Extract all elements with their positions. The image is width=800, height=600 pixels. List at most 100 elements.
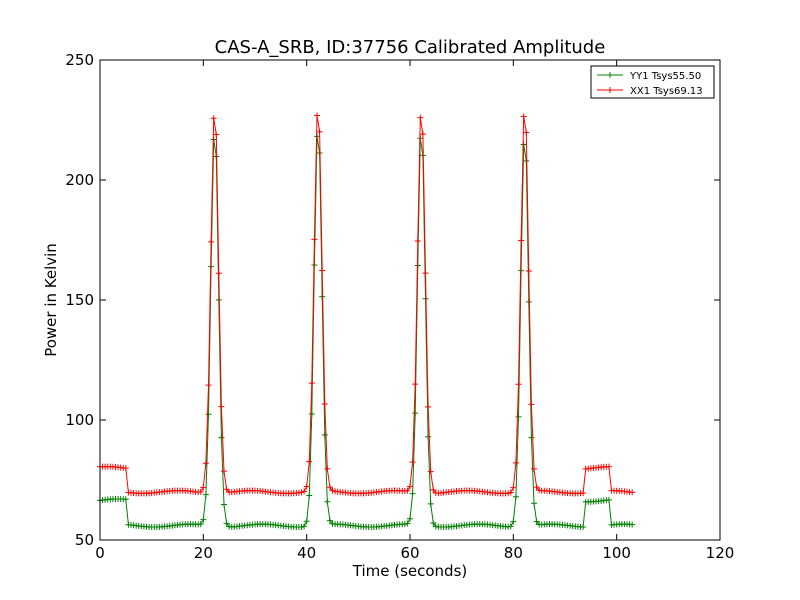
x-axis-ticks: 0 20 40 60 80 100 120 — [95, 60, 734, 562]
data-point-marker — [321, 431, 328, 438]
data-point-marker — [298, 489, 305, 496]
data-point-marker — [510, 518, 517, 525]
data-point-marker — [425, 433, 432, 440]
data-point-marker — [528, 401, 535, 408]
data-point-marker — [122, 465, 129, 472]
data-point-marker — [409, 490, 416, 497]
y-tick-label: 150 — [65, 291, 94, 309]
data-point-marker — [404, 487, 411, 494]
y-axis-ticks: 50 100 150 200 250 — [65, 51, 720, 549]
data-point-marker — [218, 403, 225, 410]
data-point-marker — [580, 490, 587, 497]
data-point-marker — [505, 490, 512, 497]
x-tick-label: 40 — [297, 544, 316, 562]
data-point-marker — [430, 519, 437, 526]
data-point-marker — [412, 410, 419, 417]
data-point-marker — [326, 517, 333, 524]
data-point-marker — [523, 129, 530, 136]
data-point-marker — [533, 484, 540, 491]
data-point-marker — [507, 523, 514, 530]
data-point-marker — [629, 489, 636, 496]
x-tick-label: 60 — [400, 544, 419, 562]
data-point-marker — [223, 520, 230, 527]
data-point-marker — [404, 520, 411, 527]
data-point-marker — [510, 484, 517, 491]
legend: YY1 Tsys55.50 XX1 Tsys69.13 — [590, 65, 715, 99]
data-point-marker — [414, 238, 421, 245]
data-point-marker — [311, 236, 318, 243]
data-point-marker — [122, 496, 129, 503]
data-point-marker — [210, 115, 217, 122]
data-point-marker — [221, 468, 227, 475]
data-point-marker — [223, 486, 230, 493]
data-point-marker — [605, 463, 612, 470]
data-point-marker — [409, 459, 416, 466]
data-point-marker — [301, 523, 308, 530]
data-point-marker — [531, 500, 537, 507]
data-point-marker — [213, 131, 220, 138]
y-tick-label: 200 — [65, 171, 94, 189]
data-point-marker — [303, 518, 310, 525]
data-point-marker — [321, 401, 328, 408]
data-point-marker — [407, 515, 413, 522]
data-point-marker — [520, 113, 527, 120]
series-xx1 — [97, 112, 636, 497]
legend-swatch-marker — [607, 72, 613, 78]
data-point-marker — [319, 293, 326, 300]
data-point-marker — [531, 465, 537, 472]
legend-entry: XX1 Tsys69.13 — [630, 86, 703, 97]
data-point-marker — [200, 484, 207, 491]
data-point-marker — [308, 380, 315, 387]
data-point-marker — [533, 518, 540, 525]
data-point-marker — [324, 498, 331, 505]
data-point-marker — [298, 523, 305, 530]
data-point-marker — [200, 516, 207, 523]
y-tick-label: 50 — [75, 531, 94, 549]
legend-box — [590, 65, 715, 99]
data-point-marker — [427, 468, 434, 475]
chart-title: CAS-A_SRB, ID:37756 Calibrated Amplitude — [215, 37, 606, 58]
data-point-marker — [303, 483, 310, 490]
data-point-marker — [422, 270, 429, 277]
data-point-marker — [316, 128, 323, 135]
y-axis-label: Power in Kelvin — [42, 243, 60, 357]
data-point-marker — [520, 141, 527, 148]
plot-marks — [97, 112, 636, 531]
x-tick-label: 20 — [194, 544, 213, 562]
data-point-marker — [525, 268, 532, 275]
data-point-marker — [417, 114, 424, 121]
data-point-marker — [515, 413, 522, 420]
data-point-marker — [580, 523, 587, 530]
data-point-marker — [427, 500, 434, 507]
data-point-marker — [215, 270, 222, 277]
data-point-marker — [314, 112, 320, 119]
data-point-marker — [205, 382, 212, 389]
data-point-marker — [306, 458, 313, 465]
data-point-marker — [523, 157, 530, 164]
x-tick-label: 80 — [504, 544, 523, 562]
data-point-marker — [629, 521, 636, 528]
data-point-marker — [430, 486, 437, 493]
data-point-marker — [512, 459, 519, 466]
legend-swatch-marker — [607, 87, 613, 93]
data-point-marker — [425, 403, 432, 410]
y-tick-label: 250 — [65, 51, 94, 69]
data-point-marker — [221, 501, 227, 508]
data-point-marker — [528, 434, 535, 441]
x-tick-label: 100 — [602, 544, 631, 562]
data-point-marker — [419, 131, 426, 138]
data-point-marker — [605, 496, 612, 503]
data-point-marker — [525, 298, 532, 305]
data-point-marker — [197, 521, 204, 528]
data-point-marker — [202, 460, 209, 467]
data-point-marker — [515, 381, 522, 388]
data-point-marker — [324, 465, 331, 472]
data-point-marker — [407, 483, 413, 490]
data-point-marker — [432, 523, 439, 530]
data-point-marker — [401, 521, 408, 528]
data-point-marker — [512, 493, 519, 500]
x-tick-label: 0 — [95, 544, 105, 562]
data-point-marker — [308, 411, 315, 418]
